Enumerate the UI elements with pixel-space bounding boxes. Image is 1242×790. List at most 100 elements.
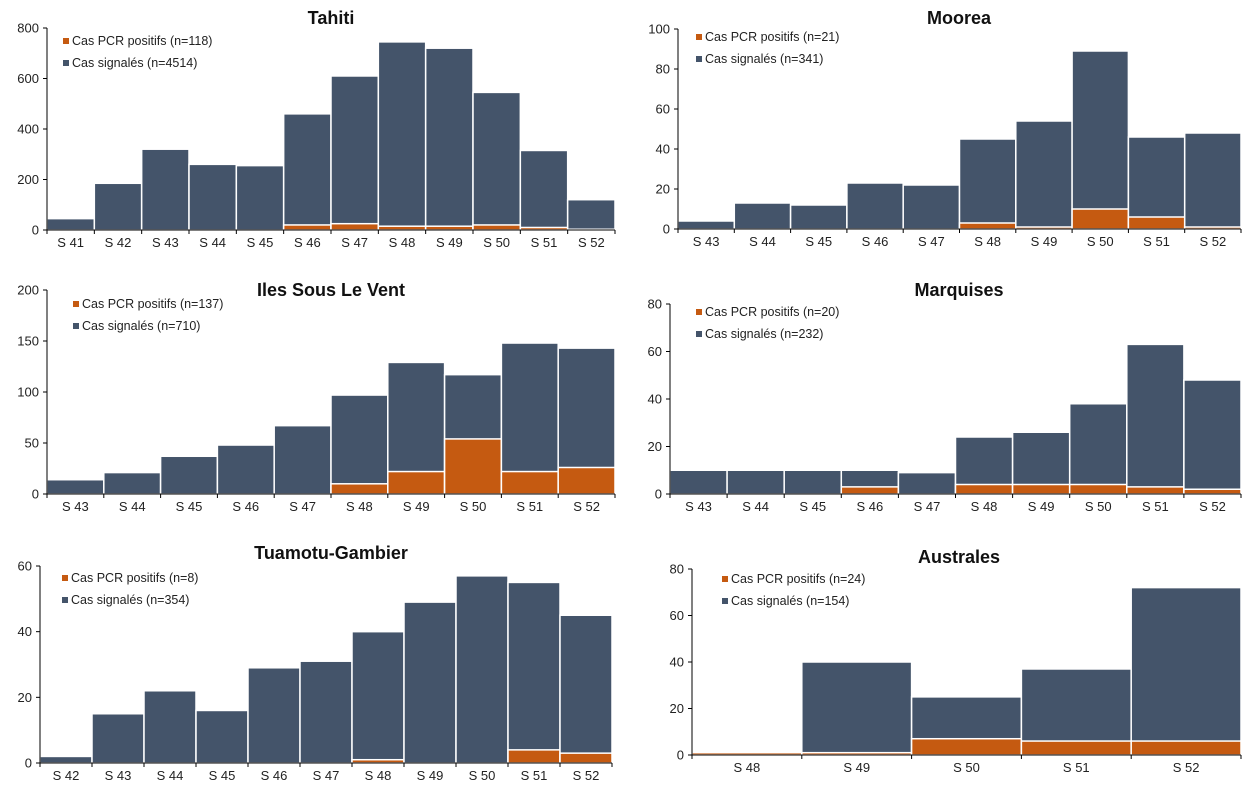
legend-label: Cas signalés (n=341) (705, 52, 823, 66)
x-tick-label: S 45 (247, 235, 274, 250)
bar-reported (958, 138, 1017, 230)
legend-swatch (63, 38, 69, 44)
x-tick-label: S 45 (799, 499, 826, 514)
x-tick-label: S 43 (105, 768, 132, 783)
bar-pcr (387, 470, 446, 495)
bar-reported (726, 469, 785, 495)
bar-reported (39, 755, 93, 764)
y-tick-label: 0 (25, 756, 32, 771)
chart-panel: S 42 S 43 S 44 S 45 S 46 S 47 S 48 S 49 S 50 S 51… (18, 543, 613, 783)
bar-reported (669, 469, 728, 495)
y-tick-label: 200 (17, 283, 39, 298)
y-tick-label: 0 (32, 223, 39, 238)
y-tick-label: 60 (656, 102, 670, 117)
x-tick-label: S 51 (1143, 234, 1170, 249)
bar-reported (351, 630, 405, 764)
y-tick-label: 40 (648, 392, 662, 407)
bar-pcr (1126, 486, 1185, 495)
bar-reported (377, 41, 427, 231)
bar-pcr (557, 466, 616, 495)
legend-swatch (73, 301, 79, 307)
x-tick-label: S 51 (531, 235, 558, 250)
x-tick-label: S 49 (417, 768, 444, 783)
x-tick-label: S 44 (119, 499, 146, 514)
x-tick-label: S 42 (105, 235, 132, 250)
y-tick-label: 600 (17, 71, 39, 86)
chart-title: Moorea (927, 8, 992, 28)
chart-title: Tuamotu-Gambier (254, 543, 408, 563)
x-tick-label: S 43 (152, 235, 179, 250)
x-tick-label: S 44 (157, 768, 184, 783)
y-tick-label: 80 (648, 297, 662, 312)
y-tick-label: 60 (670, 608, 684, 623)
legend-label: Cas PCR positifs (n=24) (731, 572, 865, 586)
legend-swatch (696, 56, 702, 62)
bar-reported (46, 217, 96, 231)
legend-swatch (696, 309, 702, 315)
bar-reported (1068, 403, 1128, 495)
legend-label: Cas PCR positifs (n=137) (82, 297, 223, 311)
bar-reported (801, 661, 913, 756)
chart-title: Marquises (914, 280, 1003, 300)
chart-panel: S 43 S 44 S 45 S 46 S 47 S 48 S 49 S 50 S 51 S 52… (17, 280, 616, 514)
y-tick-label: 20 (656, 182, 670, 197)
bar-reported (783, 469, 843, 495)
bar-pcr (958, 222, 1017, 230)
bar-reported (455, 575, 509, 764)
y-tick-label: 20 (648, 439, 662, 454)
chart-title: Iles Sous Le Vent (257, 280, 405, 300)
bar-reported (330, 394, 389, 495)
bar-reported (103, 471, 162, 495)
x-tick-label: S 50 (1085, 499, 1112, 514)
x-tick-label: S 50 (953, 760, 980, 775)
y-tick-label: 40 (656, 142, 670, 157)
legend-swatch (696, 331, 702, 337)
x-tick-label: S 48 (974, 234, 1001, 249)
x-tick-label: S 46 (294, 235, 321, 250)
x-tick-label: S 51 (521, 768, 548, 783)
chart-panel: S 48 S 49 S 50 S 51 S 52 0 20 40 60 80 Australes Ca… (670, 547, 1242, 775)
y-tick-label: 0 (677, 748, 684, 763)
bar-reported (1130, 586, 1242, 756)
y-tick-label: 100 (648, 22, 670, 37)
bar-reported (897, 471, 957, 495)
x-tick-label: S 52 (578, 235, 605, 250)
x-tick-label: S 50 (483, 235, 510, 250)
chart-panel: S 43 S 44 S 45 S 46 S 47 S 48 S 49 S 50 S 51 S 52… (648, 8, 1242, 249)
chart-title: Australes (918, 547, 1000, 567)
x-tick-label: S 43 (62, 499, 89, 514)
bar-reported (559, 614, 613, 764)
legend-label: Cas PCR positifs (n=8) (71, 571, 198, 585)
x-tick-label: S 50 (460, 499, 487, 514)
legend-label: Cas signalés (n=710) (82, 319, 200, 333)
bar-pcr (1183, 488, 1242, 495)
bar-pcr (330, 483, 389, 495)
bar-pcr (1011, 483, 1071, 495)
legend-swatch (62, 597, 68, 603)
x-tick-label: S 51 (516, 499, 543, 514)
x-tick-label: S 48 (346, 499, 373, 514)
bar-pcr (559, 752, 613, 764)
bar-pcr (954, 483, 1014, 495)
bar-reported (403, 601, 457, 764)
legend-swatch (62, 575, 68, 581)
bar-reported (519, 149, 569, 231)
bar-reported (143, 690, 197, 764)
x-tick-label: S 44 (749, 234, 776, 249)
bar-reported (1071, 50, 1130, 230)
y-tick-label: 100 (17, 385, 39, 400)
y-tick-label: 50 (25, 436, 39, 451)
x-tick-label: S 46 (862, 234, 889, 249)
bar-reported (1127, 136, 1186, 230)
x-tick-label: S 48 (389, 235, 416, 250)
x-tick-label: S 47 (914, 499, 941, 514)
bar-reported (273, 424, 332, 495)
legend-label: Cas signalés (n=4514) (72, 56, 197, 70)
bar-pcr (1068, 483, 1128, 495)
bar-reported (282, 113, 332, 231)
x-tick-label: S 48 (365, 768, 392, 783)
x-tick-label: S 50 (1087, 234, 1114, 249)
x-tick-label: S 52 (573, 768, 600, 783)
bar-pcr (910, 737, 1023, 756)
